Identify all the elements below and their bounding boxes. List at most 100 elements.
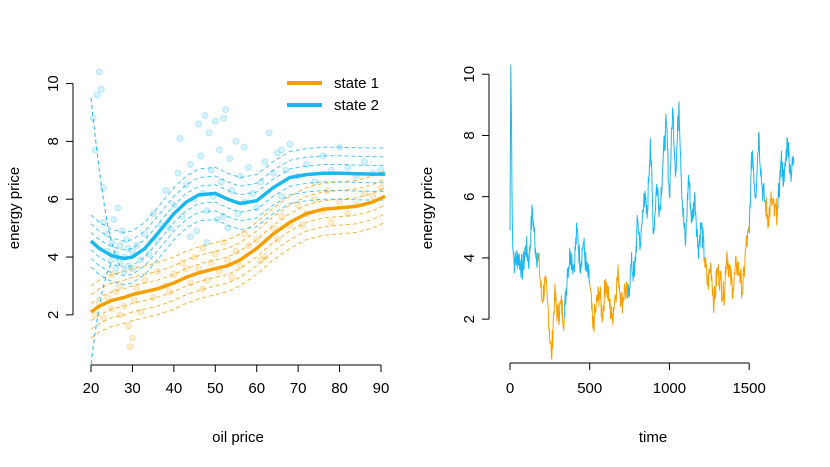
series-segment-state1 [589, 264, 629, 333]
point-state2 [278, 192, 286, 200]
point-state2 [234, 210, 242, 218]
point-state1 [257, 256, 265, 264]
mean-curves [89, 171, 386, 314]
point-state1 [166, 288, 174, 296]
point-state1 [112, 288, 120, 296]
confidence-bands [90, 97, 386, 365]
point-state1 [131, 296, 138, 304]
series-segment-state2 [563, 222, 591, 320]
x-tick-label: 50 [207, 380, 224, 397]
x-axis-label: time [639, 429, 667, 446]
axes: 0 500 1000 1500 2 4 6 8 10 [461, 66, 766, 397]
series-segment-state2 [777, 137, 795, 209]
point-state2 [201, 111, 209, 119]
point-state2 [278, 146, 286, 154]
point-state1 [182, 265, 190, 273]
point-state2 [116, 259, 124, 267]
point-state2 [97, 85, 105, 93]
point-state1 [124, 322, 132, 330]
point-state2 [178, 213, 186, 221]
point-state1 [91, 311, 99, 319]
point-state1 [149, 294, 157, 302]
point-state2 [176, 134, 184, 142]
axes: 20 30 40 50 60 70 80 90 2 4 6 8 10 [45, 75, 389, 397]
point-state2 [236, 172, 244, 180]
y-axis-label: energy price [6, 167, 23, 250]
y-tick-label: 10 [45, 75, 62, 92]
point-state2 [108, 239, 116, 247]
mean-curve-state1 [89, 194, 386, 314]
point-state2 [104, 230, 112, 238]
point-state1 [128, 334, 136, 342]
point-state2 [273, 149, 281, 157]
point-state1 [240, 230, 248, 238]
point-state1 [99, 314, 107, 322]
band-state2 [90, 198, 386, 286]
band-state1 [90, 178, 386, 296]
point-state1 [141, 276, 149, 284]
band-fringe-state2 [90, 97, 121, 266]
point-state2 [145, 250, 153, 258]
series-segment-state1 [704, 226, 750, 313]
point-state2 [344, 163, 352, 171]
band-state2 [90, 190, 386, 277]
point-state1 [311, 195, 319, 203]
series-segment-state2 [627, 101, 705, 298]
point-state1 [170, 270, 178, 278]
point-state1 [278, 213, 286, 221]
point-state1 [211, 250, 219, 258]
band-state2 [90, 181, 386, 268]
point-state1 [116, 282, 124, 290]
point-state2 [203, 239, 211, 247]
x-axis-label: oil price [212, 429, 264, 446]
mean-curve-state2 [89, 171, 386, 261]
x-tick-label: 30 [124, 380, 141, 397]
point-state2 [99, 184, 107, 192]
point-state2 [195, 120, 203, 128]
point-state2 [211, 117, 219, 125]
point-state2 [232, 137, 240, 145]
legend-label-state1: state 1 [334, 75, 379, 92]
x-tick-label: 500 [577, 380, 602, 397]
point-state2 [128, 247, 136, 255]
point-state2 [186, 161, 194, 169]
point-state1 [360, 189, 368, 197]
point-state1 [116, 311, 124, 319]
point-state1 [236, 262, 244, 270]
y-tick-label: 2 [461, 315, 478, 323]
point-state2 [286, 140, 294, 148]
time-series-panel: 0 500 1000 1500 2 4 6 8 10 time energy price [419, 64, 795, 446]
point-state1 [126, 343, 134, 351]
x-tick-label: 70 [290, 380, 307, 397]
point-state1 [220, 239, 228, 247]
series-segment-state2 [748, 131, 766, 234]
point-state1 [137, 308, 145, 316]
point-state2 [118, 227, 126, 235]
point-state2 [222, 106, 230, 114]
y-tick-label: 6 [45, 195, 62, 203]
point-state2 [220, 213, 228, 221]
point-state2 [112, 265, 120, 273]
y-tick-label: 2 [45, 311, 62, 319]
point-state2 [197, 152, 205, 160]
point-state2 [311, 178, 319, 186]
point-state2 [141, 230, 149, 238]
point-state1 [228, 273, 236, 281]
series-segment-state2 [509, 64, 540, 280]
point-state2 [226, 155, 234, 163]
x-tick-label: 20 [83, 380, 100, 397]
scatter-panel: 20 30 40 50 60 70 80 90 2 4 6 8 10 oil price energy … [6, 68, 389, 446]
point-state2 [215, 146, 223, 154]
point-state2 [186, 233, 194, 241]
x-tick-label: 1000 [653, 380, 686, 397]
band-state1 [90, 213, 386, 330]
point-state1 [298, 221, 306, 229]
band-state2 [90, 146, 386, 234]
point-state2 [269, 169, 277, 177]
point-state2 [122, 236, 130, 244]
x-tick-label: 60 [248, 380, 265, 397]
y-tick-label: 4 [461, 254, 478, 262]
point-state2 [116, 241, 124, 249]
point-state1 [191, 253, 199, 261]
